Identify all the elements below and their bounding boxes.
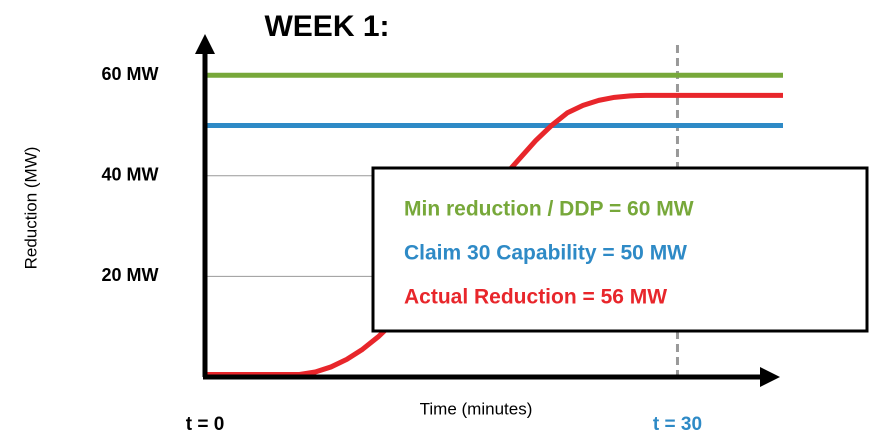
x-axis-arrow: [760, 367, 780, 387]
y-axis-label: Reduction (MW): [21, 147, 40, 270]
y-tick-label: 40 MW: [101, 165, 158, 185]
legend-entry: Claim 30 Capability = 50 MW: [404, 242, 687, 265]
legend-box: [371, 166, 869, 333]
x-tick-label: t = 0: [186, 414, 225, 435]
legend-entry: Actual Reduction = 56 MW: [404, 286, 667, 309]
y-tick-label: 60 MW: [101, 64, 158, 84]
legend-entry: Min reduction / DDP = 60 MW: [404, 198, 694, 221]
chart-title: WEEK 1:: [264, 10, 389, 43]
x-axis-label: Time (minutes): [420, 399, 533, 418]
y-axis-arrow: [195, 34, 215, 54]
y-tick-label: 20 MW: [101, 265, 158, 285]
x-tick-label: t = 30: [653, 414, 702, 435]
